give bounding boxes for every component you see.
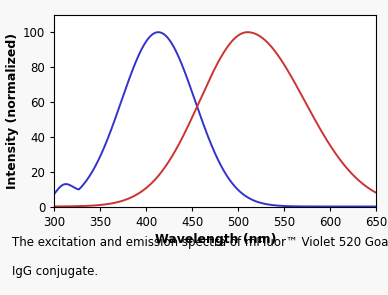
Y-axis label: Intensity (normalized): Intensity (normalized) bbox=[6, 32, 19, 189]
Text: The excitation and emission spectra of mFluor™ Violet 520 Goat Anti-Rabbit: The excitation and emission spectra of m… bbox=[12, 236, 388, 249]
X-axis label: Wavelength (nm): Wavelength (nm) bbox=[154, 233, 276, 246]
Text: IgG conjugate.: IgG conjugate. bbox=[12, 266, 98, 278]
